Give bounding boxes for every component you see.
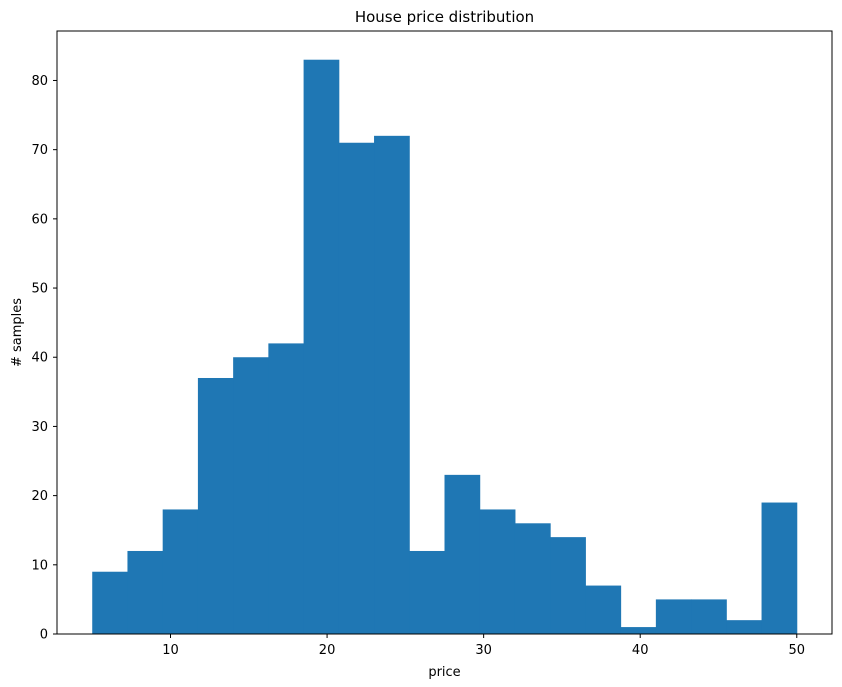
y-tick-label: 60 [31, 212, 48, 227]
y-tick-label: 20 [31, 489, 48, 504]
histogram-bar [233, 357, 269, 634]
histogram-bar [514, 523, 551, 634]
histogram-bar [726, 620, 763, 634]
histogram-bar [585, 585, 622, 634]
y-tick-label: 10 [31, 558, 48, 573]
histogram-bar [479, 509, 516, 634]
histogram-bar [655, 599, 692, 634]
x-tick-label: 40 [632, 643, 649, 658]
histogram-bar [92, 571, 128, 634]
y-tick-label: 40 [31, 351, 48, 366]
x-tick-label: 30 [475, 643, 492, 658]
histogram-bar [374, 135, 410, 634]
histogram-bar [197, 377, 234, 634]
y-tick-label: 30 [31, 420, 48, 435]
histogram-bar [338, 142, 375, 635]
histogram-bar [268, 343, 305, 634]
x-tick-label: 20 [319, 643, 336, 658]
chart-title: House price distribution [355, 8, 534, 26]
histogram-bar [620, 627, 657, 634]
histogram-bar [409, 550, 445, 634]
y-axis-ticks: 0 10 20 30 40 50 60 70 80 [31, 74, 57, 643]
plot-area-frame [56, 30, 833, 635]
histogram-bar [550, 537, 586, 634]
histogram-bar [127, 550, 164, 634]
y-tick-label: 0 [40, 628, 48, 643]
histogram-bar [691, 599, 727, 634]
y-tick-label: 80 [31, 74, 48, 89]
histogram-bar [761, 502, 798, 634]
x-tick-label: 50 [788, 643, 805, 658]
histogram-bar [444, 474, 481, 634]
y-tick-label: 70 [31, 143, 48, 158]
x-tick-label: 10 [162, 643, 179, 658]
histogram-bar [303, 59, 340, 634]
y-axis-label: # samples [10, 298, 25, 367]
x-axis-ticks: 10 20 30 40 50 [162, 634, 805, 658]
histogram-bars [92, 59, 798, 635]
x-axis-label: price [428, 665, 460, 680]
histogram-bar [162, 509, 199, 634]
y-tick-label: 50 [31, 282, 48, 297]
